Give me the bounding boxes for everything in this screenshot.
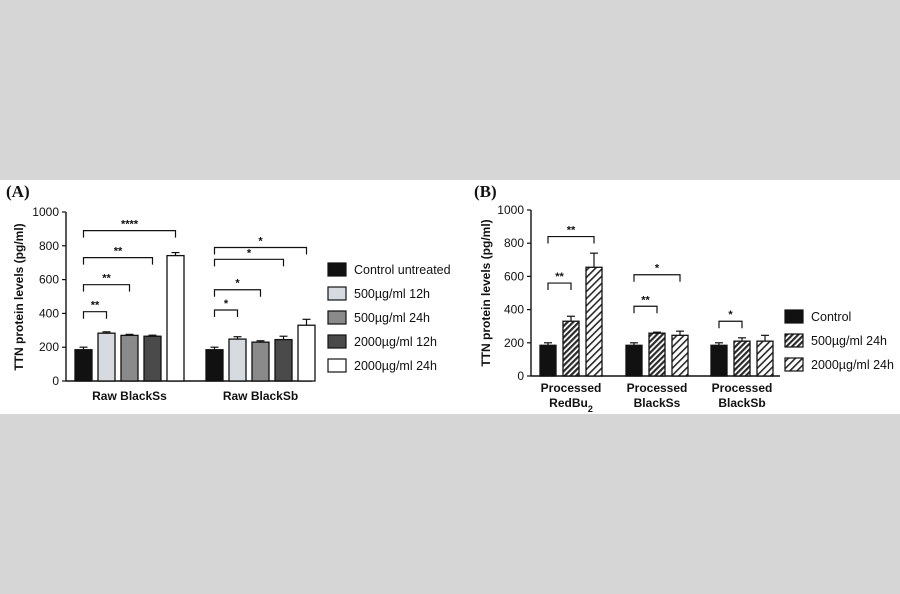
bar — [228, 338, 247, 382]
legend-a: Control untreated 500µg/ml 12h 500µg/ml 24… — [327, 262, 451, 373]
y-tick-label: 200 — [504, 336, 524, 350]
significance-bracket — [82, 229, 177, 238]
y-tick-label: 1000 — [497, 203, 524, 217]
legend-swatch — [327, 334, 347, 349]
bar — [205, 349, 224, 382]
significance-bracket — [718, 320, 743, 329]
y-tick-label: 1000 — [32, 205, 59, 219]
y-tick-label: 0 — [517, 369, 524, 383]
y-tick-label: 800 — [39, 239, 59, 253]
significance-label: * — [655, 263, 660, 275]
y-axis-label-b: TTN protein levels (pg/ml) — [479, 219, 493, 366]
legend-label: 2000µg/ml 24h — [811, 358, 894, 372]
significance-label: * — [258, 235, 263, 247]
bar — [562, 320, 580, 377]
bar — [297, 324, 316, 382]
axes-a: 0 200 400 600 800 1000 Raw BlackSs Raw BlackSb *… — [32, 205, 316, 403]
significance-label: ** — [641, 294, 650, 306]
bar — [251, 341, 270, 382]
y-tick-label: 600 — [504, 269, 524, 283]
bar — [585, 266, 603, 377]
legend-label: 2000µg/ml 24h — [354, 359, 437, 373]
significance-bracket — [547, 282, 572, 291]
legend-label: 500µg/ml 24h — [811, 334, 887, 348]
significance-bracket — [633, 274, 681, 282]
bar — [97, 332, 116, 382]
legend-swatch — [327, 262, 347, 277]
x-category-label: BlackSb — [718, 396, 765, 410]
x-category-label: Processed — [627, 381, 688, 395]
y-tick-label: 600 — [39, 273, 59, 287]
significance-bracket — [213, 246, 308, 255]
bar — [625, 344, 643, 377]
legend-b: Control 500µg/ml 24h 2000µg/ml 24h — [784, 309, 894, 372]
significance-label: * — [224, 298, 229, 310]
x-category-label: BlackSs — [634, 396, 681, 410]
y-tick-label: 400 — [39, 306, 59, 320]
legend-swatch — [784, 357, 804, 372]
significance-bracket — [213, 309, 239, 318]
bar — [143, 335, 162, 382]
legend-label: Control untreated — [354, 263, 451, 277]
bar — [274, 338, 293, 382]
significance-label: * — [728, 309, 733, 321]
bar — [756, 340, 774, 377]
significance-label: **** — [121, 219, 139, 231]
legend-swatch — [327, 358, 347, 373]
y-tick-label: 0 — [52, 374, 59, 388]
significance-bracket — [213, 289, 262, 297]
bar — [166, 254, 185, 382]
significance-label: * — [235, 278, 240, 290]
bar — [74, 349, 93, 382]
significance-bracket — [82, 284, 131, 292]
significance-label: ** — [91, 300, 100, 312]
legend-swatch — [784, 309, 804, 324]
x-category-label: Raw BlackSb — [223, 389, 298, 403]
significance-bracket — [82, 311, 108, 319]
significance-label: ** — [114, 246, 123, 258]
bar — [671, 334, 689, 377]
legend-label: 2000µg/ml 12h — [354, 335, 437, 349]
panel-label-b: (B) — [474, 182, 497, 201]
bar — [710, 344, 728, 377]
legend-swatch — [784, 333, 804, 348]
legend-swatch — [327, 286, 347, 301]
x-category-label: RedBu2 — [549, 396, 593, 414]
significance-label: * — [247, 247, 252, 259]
significance-label: ** — [555, 271, 564, 283]
bar — [120, 334, 139, 382]
legend-label: Control — [811, 310, 851, 324]
significance-bracket — [547, 235, 595, 244]
panel-label-a: (A) — [6, 182, 30, 201]
bar — [648, 332, 666, 377]
bar — [539, 344, 557, 377]
significance-bracket — [213, 258, 285, 267]
y-axis-label-a: TTN protein levels (pg/ml) — [12, 223, 26, 370]
legend-swatch — [327, 310, 347, 325]
bar — [733, 340, 751, 377]
x-category-label: Processed — [541, 381, 602, 395]
y-tick-label: 200 — [39, 340, 59, 354]
y-tick-label: 800 — [504, 236, 524, 250]
legend-label: 500µg/ml 24h — [354, 311, 430, 325]
legend-label: 500µg/ml 12h — [354, 287, 430, 301]
x-category-label: Processed — [712, 381, 773, 395]
significance-bracket — [82, 257, 154, 265]
axes-b: 02004006008001000ProcessedRedBu2Processe… — [497, 203, 780, 414]
significance-label: ** — [567, 225, 576, 237]
y-tick-label: 400 — [504, 303, 524, 317]
significance-bracket — [633, 305, 658, 314]
x-category-label: Raw BlackSs — [92, 389, 167, 403]
significance-label: ** — [102, 273, 111, 285]
